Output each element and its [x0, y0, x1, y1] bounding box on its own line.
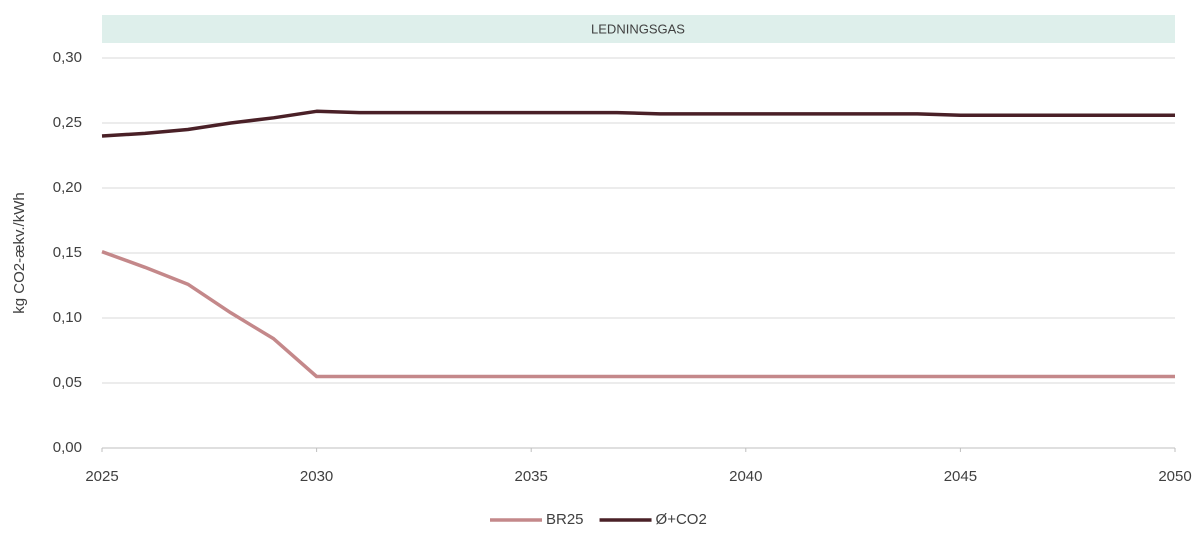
x-tick-label: 2050: [1158, 468, 1191, 485]
x-tick-label: 2030: [300, 468, 333, 485]
y-tick-label: 0,30: [53, 49, 82, 66]
y-axis-label: kg CO2-ækv./kWh: [11, 192, 28, 313]
line-series: [101, 250, 1175, 379]
y-tick-label: 0,10: [53, 309, 82, 326]
y-tick-label: 0,20: [53, 179, 82, 196]
y-tick-label: 0,15: [53, 244, 82, 261]
x-tick-label: 2035: [515, 468, 548, 485]
x-tick-label: 2025: [85, 468, 118, 485]
chart-title: LEDNINGSGAS: [591, 21, 685, 36]
legend-label: Ø+CO2: [656, 511, 707, 528]
y-tick-label: 0,25: [53, 114, 82, 131]
line-series: [101, 109, 1175, 138]
x-tick-label: 2040: [729, 468, 762, 485]
legend-label: BR25: [546, 511, 584, 528]
title-banner: [102, 15, 1175, 43]
x-tick-label: 2045: [944, 468, 977, 485]
y-tick-label: 0,05: [53, 374, 82, 391]
y-tick-label: 0,00: [53, 439, 82, 456]
